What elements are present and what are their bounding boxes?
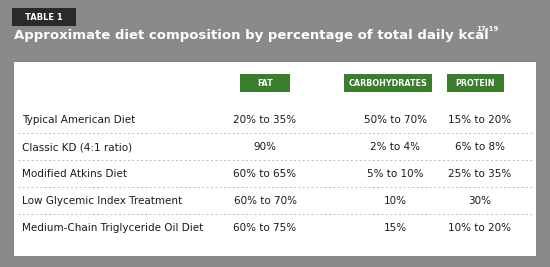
Text: 30%: 30% (469, 196, 492, 206)
Bar (12, 8, 76, 26)
Text: 5% to 10%: 5% to 10% (367, 169, 424, 179)
Text: 60% to 70%: 60% to 70% (234, 196, 296, 206)
Text: Medium-Chain Triglyceride Oil Diet: Medium-Chain Triglyceride Oil Diet (22, 223, 204, 233)
Text: 10%: 10% (383, 196, 406, 206)
Text: 6% to 8%: 6% to 8% (455, 142, 505, 152)
Text: Typical American Diet: Typical American Diet (22, 115, 135, 125)
Text: 60% to 65%: 60% to 65% (233, 169, 296, 179)
Text: PROTEIN: PROTEIN (455, 78, 495, 88)
Text: 90%: 90% (254, 142, 277, 152)
Text: CARBOHYDRATES: CARBOHYDRATES (349, 78, 427, 88)
Text: 15% to 20%: 15% to 20% (448, 115, 512, 125)
Bar (240, 74, 290, 92)
Text: Modified Atkins Diet: Modified Atkins Diet (22, 169, 127, 179)
Text: 10% to 20%: 10% to 20% (448, 223, 512, 233)
Text: Low Glycemic Index Treatment: Low Glycemic Index Treatment (22, 196, 182, 206)
Text: FAT: FAT (257, 78, 273, 88)
Text: 2% to 4%: 2% to 4% (370, 142, 420, 152)
Bar (14, 62, 536, 256)
Text: 20% to 35%: 20% to 35% (233, 115, 296, 125)
Text: TABLE 1: TABLE 1 (25, 13, 63, 22)
Text: 60% to 75%: 60% to 75% (233, 223, 296, 233)
Text: Classic KD (4:1 ratio): Classic KD (4:1 ratio) (22, 142, 132, 152)
Bar (344, 74, 432, 92)
Text: 50% to 70%: 50% to 70% (364, 115, 426, 125)
Text: Approximate diet composition by percentage of total daily kcal: Approximate diet composition by percenta… (14, 29, 489, 42)
Bar (447, 74, 503, 92)
Text: 25% to 35%: 25% to 35% (448, 169, 512, 179)
Text: 17-19: 17-19 (476, 26, 498, 32)
Text: 15%: 15% (383, 223, 406, 233)
